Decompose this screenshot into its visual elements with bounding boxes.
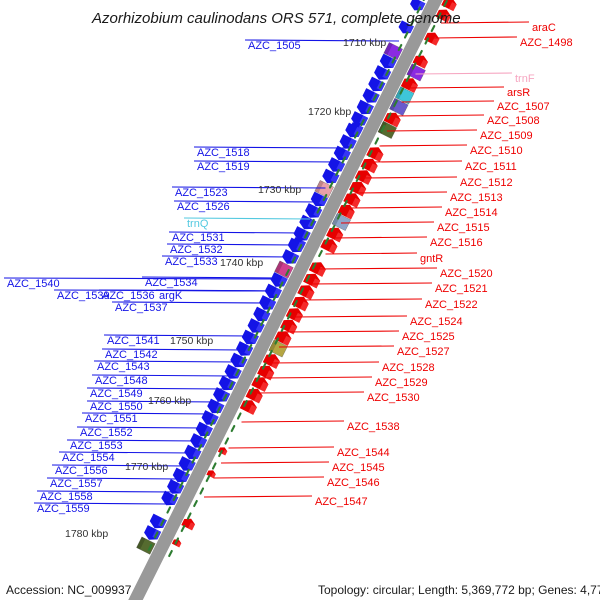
svg-text:trnQ: trnQ — [187, 218, 209, 230]
svg-text:AZC_1515: AZC_1515 — [437, 222, 490, 234]
svg-text:1780 kbp: 1780 kbp — [65, 528, 108, 540]
svg-text:AZC_1530: AZC_1530 — [367, 392, 420, 404]
svg-text:AZC_1553: AZC_1553 — [70, 440, 123, 452]
svg-text:AZC_1520: AZC_1520 — [440, 268, 493, 280]
svg-text:1740 kbp: 1740 kbp — [220, 257, 263, 269]
svg-text:araC: araC — [532, 22, 556, 34]
svg-text:AZC_1537: AZC_1537 — [115, 302, 168, 314]
svg-text:AZC_1552: AZC_1552 — [80, 427, 133, 439]
svg-text:AZC_1546: AZC_1546 — [327, 477, 380, 489]
svg-text:gntR: gntR — [420, 253, 443, 265]
svg-text:1760 kbp: 1760 kbp — [148, 395, 191, 407]
svg-text:AZC_1510: AZC_1510 — [470, 145, 523, 157]
svg-text:AZC_1540: AZC_1540 — [7, 278, 60, 290]
svg-text:AZC_1559: AZC_1559 — [37, 503, 90, 515]
svg-text:1770 kbp: 1770 kbp — [125, 461, 168, 473]
svg-text:AZC_1509: AZC_1509 — [480, 130, 533, 142]
svg-text:AZC_1528: AZC_1528 — [382, 362, 435, 374]
svg-text:AZC_1531: AZC_1531 — [172, 232, 225, 244]
svg-text:AZC_1533: AZC_1533 — [165, 256, 218, 268]
svg-text:AZC_1508: AZC_1508 — [487, 115, 540, 127]
svg-text:1710 kbp: 1710 kbp — [343, 37, 386, 49]
svg-text:AZC_1532: AZC_1532 — [170, 244, 223, 256]
svg-text:AZC_1547: AZC_1547 — [315, 496, 368, 508]
svg-text:AZC_1511: AZC_1511 — [465, 161, 517, 173]
svg-text:AZC_1513: AZC_1513 — [450, 192, 503, 204]
svg-text:AZC_1534: AZC_1534 — [145, 277, 198, 289]
svg-text:1750 kbp: 1750 kbp — [170, 335, 213, 347]
svg-text:AZC_1523: AZC_1523 — [175, 187, 228, 199]
svg-text:AZC_1525: AZC_1525 — [402, 331, 455, 343]
svg-text:AZC_1507: AZC_1507 — [497, 101, 550, 113]
svg-text:AZC_1538: AZC_1538 — [347, 421, 400, 433]
svg-text:AZC_1518: AZC_1518 — [197, 147, 250, 159]
svg-text:AZC_1557: AZC_1557 — [50, 478, 103, 490]
svg-text:AZC_1526: AZC_1526 — [177, 201, 230, 213]
svg-text:AZC_1550: AZC_1550 — [90, 401, 143, 413]
svg-text:arsR: arsR — [507, 87, 530, 99]
svg-text:AZC_1558: AZC_1558 — [40, 491, 93, 503]
svg-text:AZC_1556: AZC_1556 — [55, 465, 108, 477]
svg-text:AZC_1529: AZC_1529 — [375, 377, 428, 389]
svg-text:AZC_1516: AZC_1516 — [430, 237, 483, 249]
svg-text:AZC_1549: AZC_1549 — [90, 388, 143, 400]
svg-text:AZC_1514: AZC_1514 — [445, 207, 498, 219]
svg-text:AZC_1521: AZC_1521 — [435, 283, 488, 295]
svg-text:argK: argK — [159, 290, 183, 302]
svg-text:AZC_1522: AZC_1522 — [425, 299, 478, 311]
svg-text:AZC_1544: AZC_1544 — [337, 447, 390, 459]
svg-text:1730 kbp: 1730 kbp — [258, 184, 301, 196]
svg-text:AZC_1541: AZC_1541 — [107, 335, 160, 347]
svg-text:AZC_1498: AZC_1498 — [520, 37, 573, 49]
svg-text:AZC_1524: AZC_1524 — [410, 316, 463, 328]
svg-text:AZC_1551: AZC_1551 — [85, 413, 138, 425]
svg-text:AZC_1554: AZC_1554 — [62, 452, 115, 464]
svg-text:AZC_1519: AZC_1519 — [197, 161, 250, 173]
svg-text:trnF: trnF — [515, 73, 535, 85]
svg-text:AZC_1542: AZC_1542 — [105, 349, 158, 361]
svg-text:AZC_1536: AZC_1536 — [102, 290, 155, 302]
svg-text:1720 kbp: 1720 kbp — [308, 106, 351, 118]
svg-text:AZC_1545: AZC_1545 — [332, 462, 385, 474]
svg-text:AZC_1512: AZC_1512 — [460, 177, 513, 189]
svg-text:AZC_1548: AZC_1548 — [95, 375, 148, 387]
svg-text:AZC_1505: AZC_1505 — [248, 40, 301, 52]
svg-text:AZC_1527: AZC_1527 — [397, 346, 450, 358]
svg-text:AZC_1543: AZC_1543 — [97, 361, 150, 373]
